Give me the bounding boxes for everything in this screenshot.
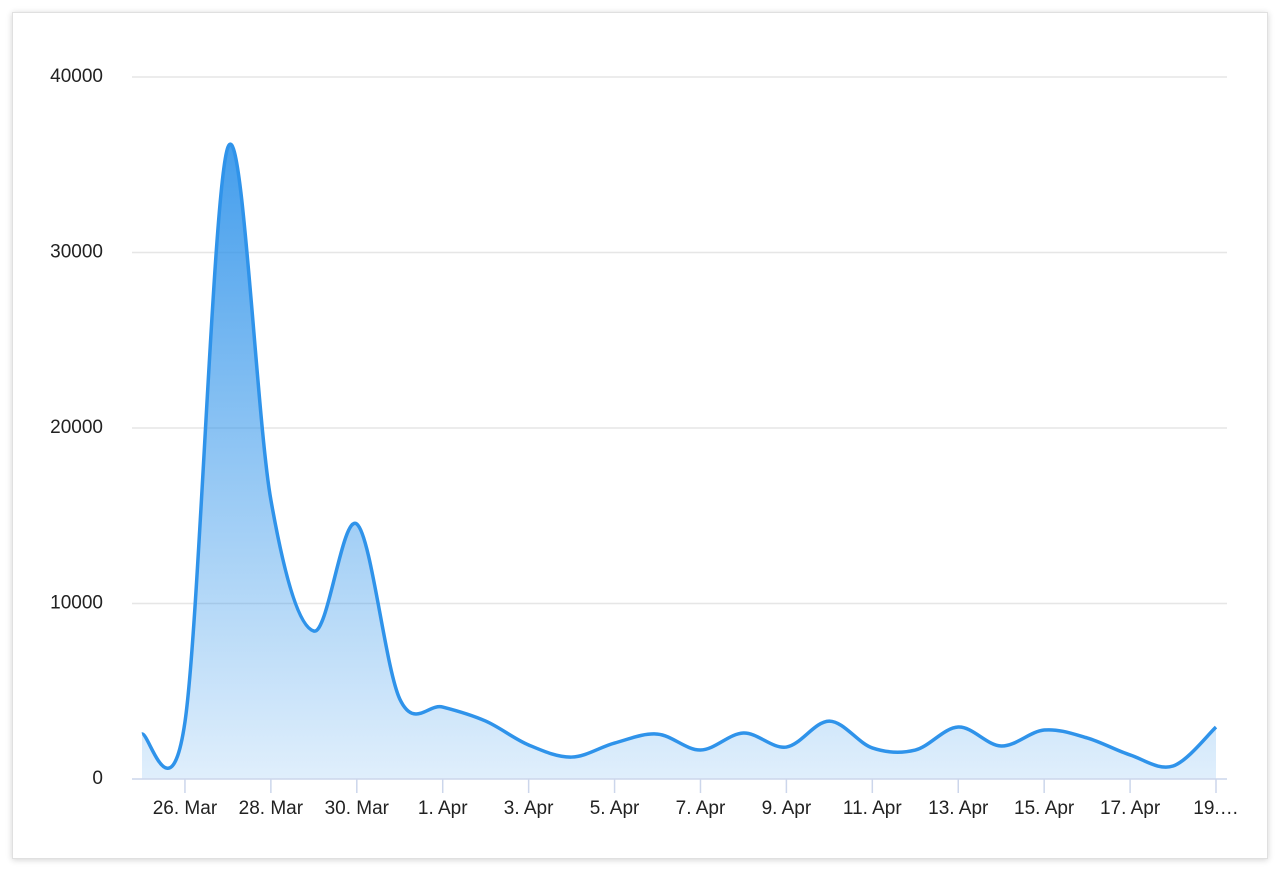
y-tick-label: 0 bbox=[92, 768, 103, 789]
area-line bbox=[140, 142, 1218, 770]
y-tick-label: 30000 bbox=[50, 242, 103, 263]
x-tick-label: 3. Apr bbox=[504, 798, 554, 819]
x-tick-label: 19.… bbox=[1193, 798, 1238, 819]
x-tick-label: 26. Mar bbox=[153, 798, 218, 819]
x-tick-label: 1. Apr bbox=[418, 798, 468, 819]
y-tick-label: 20000 bbox=[50, 417, 103, 438]
x-tick-label: 13. Apr bbox=[928, 798, 989, 819]
area-fill bbox=[142, 144, 1216, 779]
x-tick-label: 5. Apr bbox=[590, 798, 640, 819]
y-tick-label: 10000 bbox=[50, 593, 103, 614]
x-tick-label: 9. Apr bbox=[762, 798, 812, 819]
y-tick-label: 40000 bbox=[50, 66, 103, 87]
x-tick-label: 7. Apr bbox=[676, 798, 726, 819]
x-tick-label: 30. Mar bbox=[325, 798, 390, 819]
x-tick-label: 15. Apr bbox=[1014, 798, 1075, 819]
x-tick-label: 28. Mar bbox=[239, 798, 304, 819]
x-tick-label: 11. Apr bbox=[843, 798, 902, 819]
x-tick-label: 17. Apr bbox=[1100, 798, 1161, 819]
